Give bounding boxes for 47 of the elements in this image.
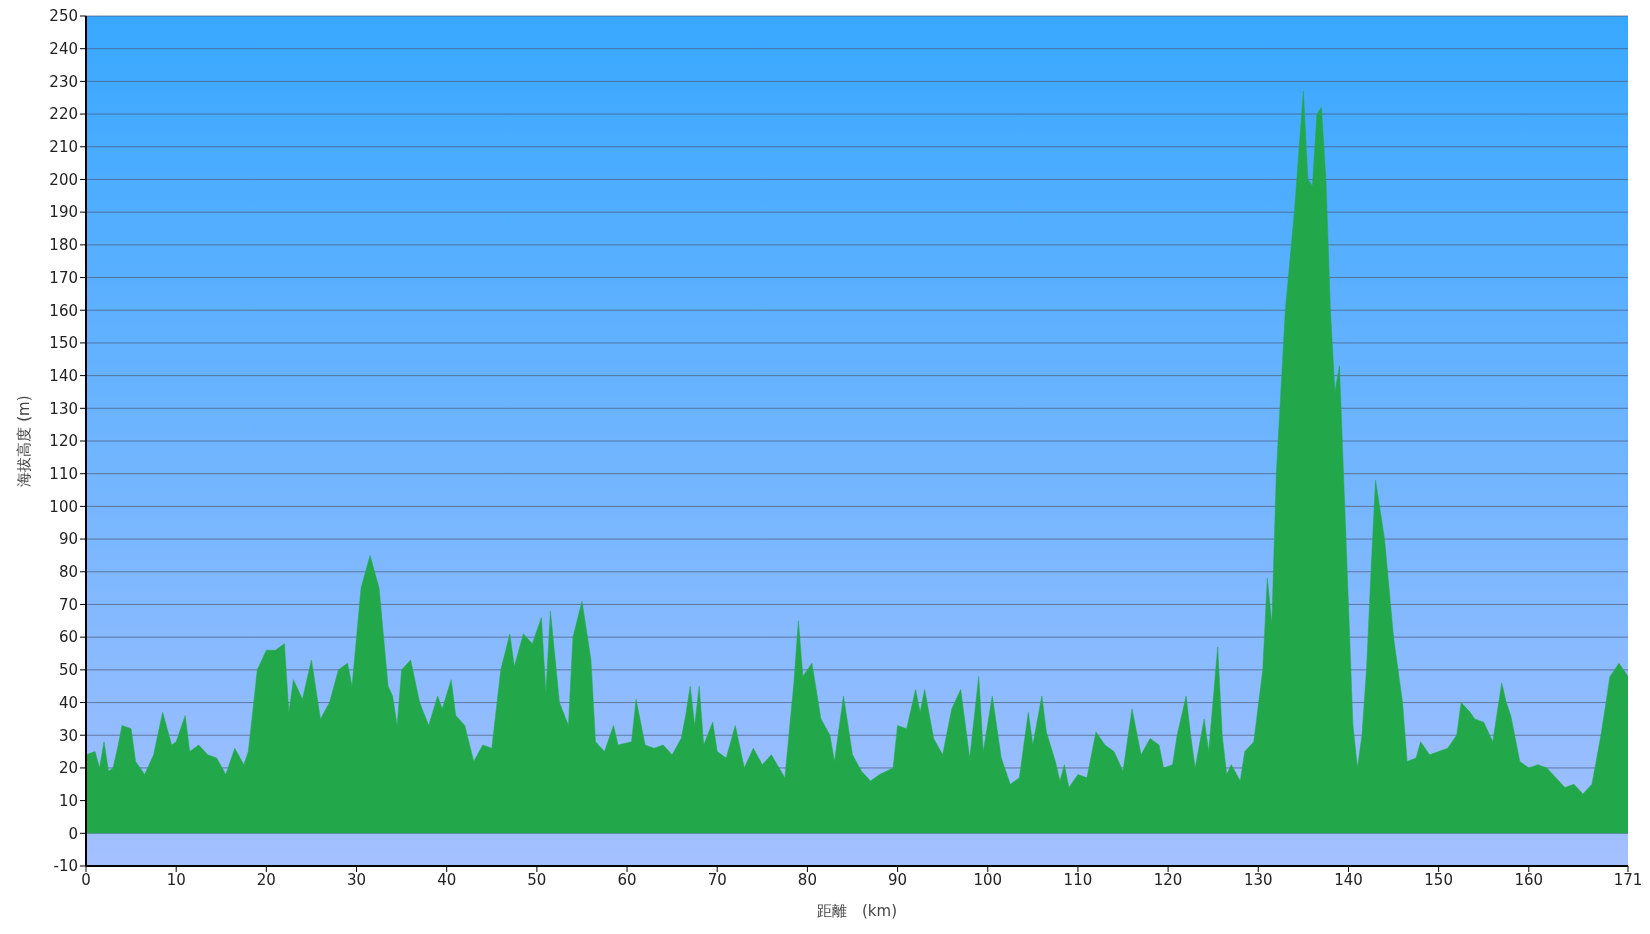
x-tick-label: 90 [888,870,908,889]
x-tick-label: 50 [527,870,547,889]
y-tick-label: 200 [49,170,78,189]
x-tick-label: 171 [1613,870,1643,889]
y-tick-label: 100 [49,497,78,516]
y-tick-label: 160 [49,301,78,320]
y-tick-label: 20 [58,759,78,778]
x-tick-label: 160 [1514,870,1544,889]
y-tick-label: 0 [68,824,78,843]
x-tick-label: 130 [1243,870,1273,889]
y-tick-label: 60 [58,628,78,647]
x-tick-label: 20 [256,870,276,889]
x-tick-label: 120 [1153,870,1183,889]
y-tick-label: 240 [49,40,78,59]
y-tick-label: 150 [49,334,78,353]
y-axis-title: 海拔高度 (m) [15,395,34,487]
x-tick-label: 80 [797,870,817,889]
x-tick-label: 100 [973,870,1003,889]
y-tick-label: 180 [49,236,78,255]
y-tick-label: 10 [58,791,78,810]
x-tick-label: 0 [81,870,91,889]
x-tick-label: 60 [617,870,637,889]
y-tick-label: 120 [49,432,78,451]
x-tick-label: 140 [1334,870,1363,889]
y-tick-label: 170 [49,268,78,287]
y-tick-label: 90 [58,530,78,549]
x-tick-label: 10 [166,870,186,889]
x-tick-label: 40 [437,870,457,889]
y-tick-label: 220 [49,105,78,124]
y-tick-label: 140 [49,366,78,385]
y-tick-label: 230 [49,72,78,91]
y-tick-label: 50 [58,661,78,680]
x-axis-title: 距離 (km) [816,902,898,920]
x-tick-label: 150 [1424,870,1453,889]
y-tick-label: 30 [58,726,78,745]
y-tick-label: 40 [58,693,78,712]
x-tick-label: 110 [1063,870,1093,889]
x-tick-label: 30 [346,870,367,889]
y-tick-label: 110 [49,465,78,484]
y-tick-label: -10 [53,857,78,876]
y-tick-label: 70 [58,595,78,614]
y-tick-label: 210 [49,138,78,157]
x-tick-label: 70 [707,870,727,889]
y-tick-label: 250 [49,7,78,26]
y-tick-label: 130 [49,399,78,418]
y-tick-label: 80 [58,563,78,582]
y-tick-label: 190 [49,203,78,222]
